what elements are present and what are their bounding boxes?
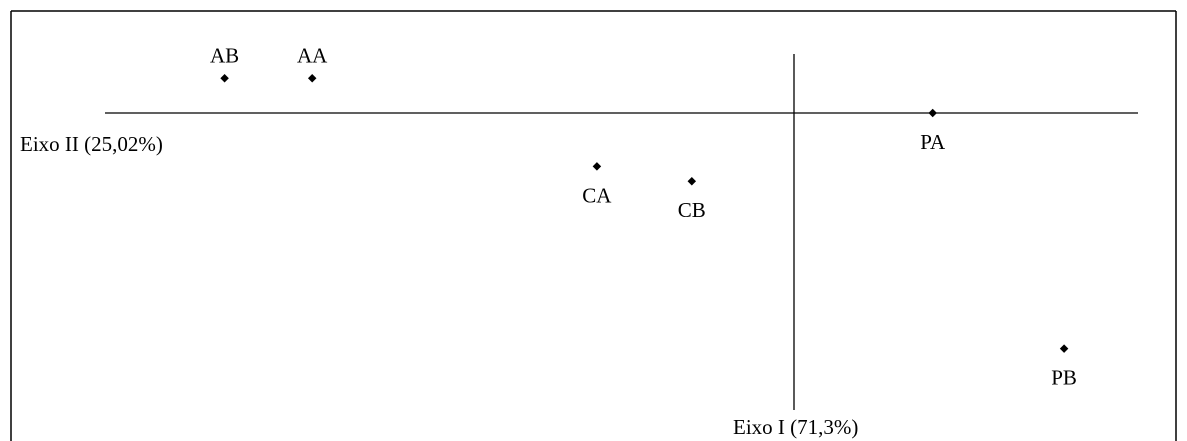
point-label-aa: AA	[297, 43, 328, 67]
point-marker-ab	[220, 74, 229, 83]
axis-label-eixo-ii: Eixo II (25,02%)	[20, 132, 163, 156]
point-marker-ca	[592, 162, 602, 171]
point-marker-aa	[307, 74, 317, 83]
point-marker-pa	[928, 108, 937, 118]
points-layer: AB AA CA CB PA PB	[210, 43, 1077, 389]
point-label-cb: CB	[678, 198, 706, 222]
point-label-ca: CA	[582, 183, 612, 207]
point-marker-pb	[1059, 344, 1069, 353]
axis-label-eixo-i: Eixo I (71,3%)	[733, 415, 858, 439]
point-label-pb: PB	[1051, 366, 1077, 390]
point-label-pa: PA	[920, 130, 946, 154]
point-label-ab: AB	[210, 43, 239, 67]
point-marker-cb	[687, 176, 697, 186]
